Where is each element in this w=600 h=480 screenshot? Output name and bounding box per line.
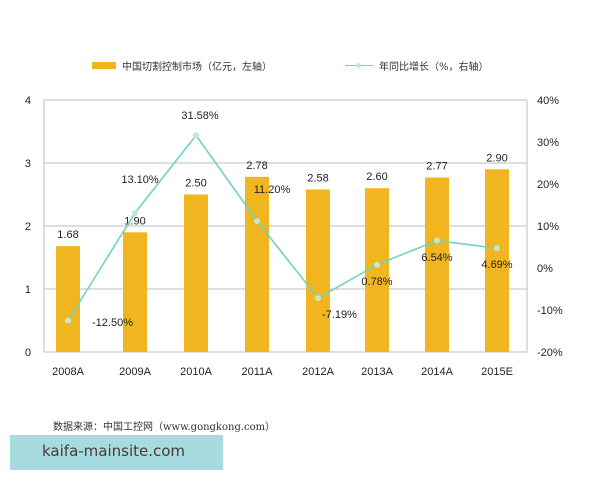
- bar: [245, 176, 269, 352]
- growth-line: [67, 134, 498, 321]
- bar-value-label: 2.58: [307, 172, 328, 184]
- bar-value-label: 2.77: [426, 160, 447, 172]
- growth-marker: [434, 237, 440, 244]
- left-axis-tick: 0: [25, 347, 31, 359]
- growth-marker: [315, 295, 321, 302]
- growth-value-label: -12.50%: [92, 317, 133, 329]
- bar-value-label: 1.68: [57, 229, 78, 241]
- growth-value-label: 0.78%: [361, 276, 392, 288]
- x-axis-tick: 2011A: [242, 366, 274, 378]
- growth-marker: [132, 209, 138, 216]
- left-axis-tick: 1: [25, 284, 31, 296]
- legend-bar-swatch: [92, 62, 116, 69]
- watermark-text: kaifa-mainsite.com: [42, 442, 186, 460]
- left-axis-tick: 4: [25, 95, 31, 107]
- bar: [56, 246, 80, 352]
- growth-value-label: 6.54%: [421, 252, 452, 264]
- data-source-note: 数据来源：中国工控网（www.gongkong.com）: [53, 422, 276, 433]
- left-axis-tick: 3: [25, 158, 31, 170]
- right-axis-tick: 20%: [537, 179, 559, 191]
- x-axis-tick: 2013A: [361, 366, 393, 378]
- bar: [485, 169, 509, 352]
- legend-bar-label: 中国切割控制市场（亿元，左轴）: [122, 62, 272, 73]
- right-axis-tick: 40%: [537, 95, 559, 107]
- growth-marker: [193, 132, 199, 139]
- growth-marker: [374, 261, 380, 268]
- right-axis-tick: 30%: [537, 137, 559, 149]
- growth-value-label: 13.10%: [121, 174, 159, 186]
- growth-marker: [494, 245, 500, 252]
- growth-marker: [254, 217, 260, 224]
- growth-value-label: 4.69%: [481, 259, 512, 271]
- growth-marker: [65, 317, 71, 324]
- watermark-banner: kaifa-mainsite.com: [10, 435, 223, 470]
- bar: [184, 194, 208, 352]
- bar-value-label: 2.78: [246, 160, 267, 172]
- bar-value-label: 2.50: [185, 178, 206, 190]
- bar: [123, 232, 147, 352]
- bar-value-label: 2.60: [366, 171, 387, 183]
- growth-value-label: 11.20%: [254, 184, 291, 196]
- legend-bar: 中国切割控制市场（亿元，左轴）: [92, 58, 272, 73]
- right-axis-tick: -20%: [537, 347, 563, 359]
- bar-value-label: 2.90: [486, 152, 507, 164]
- x-axis-tick: 2012A: [302, 366, 334, 378]
- growth-value-label: -7.19%: [322, 309, 357, 321]
- x-axis-tick: 2010A: [180, 366, 212, 378]
- combo-chart: 0 1 2 3 4 -20% -10% 0% 10% 20% 30% 40% 1.68 2008A 1.90…: [25, 95, 563, 378]
- bar: [425, 177, 449, 352]
- x-axis-tick: 2014A: [421, 366, 453, 378]
- right-axis-tick: -10%: [537, 305, 563, 317]
- bar: [306, 189, 330, 352]
- x-axis-tick: 2008A: [52, 366, 84, 378]
- bar-value-label: 1.90: [124, 215, 145, 227]
- right-axis-tick: 0%: [537, 263, 553, 275]
- left-axis-tick: 2: [25, 221, 31, 233]
- legend-line-swatch: [345, 62, 373, 70]
- x-axis-tick: 2009A: [119, 366, 151, 378]
- x-axis-tick: 2015E: [481, 366, 513, 378]
- growth-value-label: 31.58%: [181, 110, 219, 122]
- legend-line-label: 年同比增长（%，右轴）: [379, 62, 489, 73]
- legend-line: 年同比增长（%，右轴）: [345, 58, 489, 73]
- right-axis-tick: 10%: [537, 221, 559, 233]
